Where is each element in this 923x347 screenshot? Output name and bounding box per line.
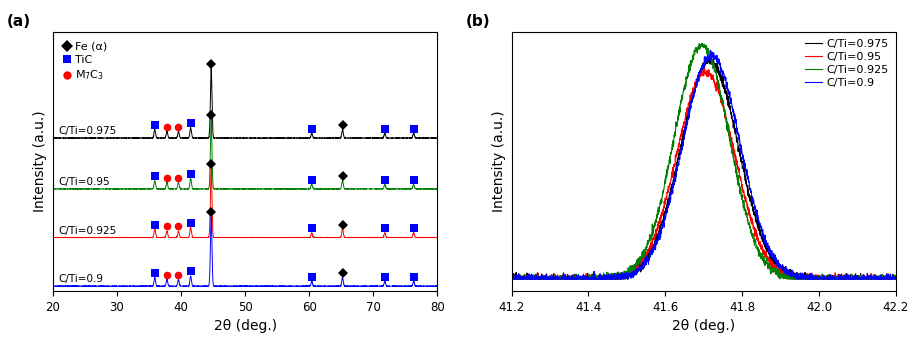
Line: C/Ti=0.95: C/Ti=0.95 bbox=[511, 68, 896, 279]
C/Ti=0.9 bbox=[891, 277, 902, 281]
C/Ti=0.95 bbox=[699, 66, 710, 70]
C/Ti=0.925 bbox=[697, 41, 708, 45]
C/Ti=0.975 bbox=[809, 277, 820, 281]
Y-axis label: Intensity (a.u.): Intensity (a.u.) bbox=[33, 110, 47, 212]
C/Ti=0.925 bbox=[880, 277, 891, 281]
C/Ti=0.9 bbox=[693, 79, 704, 83]
C/Ti=0.925 bbox=[880, 277, 891, 281]
C/Ti=0.975 bbox=[704, 54, 715, 59]
X-axis label: 2θ (deg.): 2θ (deg.) bbox=[213, 319, 277, 333]
C/Ti=0.95 bbox=[809, 277, 821, 281]
C/Ti=0.95 bbox=[693, 79, 704, 83]
C/Ti=0.95 bbox=[880, 277, 891, 281]
C/Ti=0.95 bbox=[506, 275, 517, 279]
C/Ti=0.925 bbox=[809, 277, 821, 281]
C/Ti=0.9 bbox=[880, 277, 891, 281]
C/Ti=0.9 bbox=[809, 277, 820, 281]
C/Ti=0.975 bbox=[891, 277, 902, 281]
C/Ti=0.975 bbox=[683, 110, 694, 114]
C/Ti=0.925 bbox=[526, 277, 537, 281]
C/Ti=0.95 bbox=[880, 274, 891, 278]
C/Ti=0.95 bbox=[526, 277, 537, 281]
C/Ti=0.95 bbox=[683, 101, 694, 105]
Text: C/Ti=0.95: C/Ti=0.95 bbox=[58, 177, 110, 187]
C/Ti=0.925 bbox=[683, 69, 694, 73]
Legend: C/Ti=0.975, C/Ti=0.95, C/Ti=0.925, C/Ti=0.9: C/Ti=0.975, C/Ti=0.95, C/Ti=0.925, C/Ti=… bbox=[803, 37, 891, 90]
C/Ti=0.9 bbox=[705, 48, 716, 52]
C/Ti=0.95 bbox=[507, 277, 518, 281]
Text: C/Ti=0.975: C/Ti=0.975 bbox=[58, 126, 116, 136]
C/Ti=0.975 bbox=[506, 277, 517, 281]
Line: C/Ti=0.9: C/Ti=0.9 bbox=[511, 50, 896, 279]
C/Ti=0.9 bbox=[506, 277, 517, 281]
C/Ti=0.975 bbox=[880, 277, 891, 281]
C/Ti=0.9 bbox=[880, 277, 891, 281]
Text: C/Ti=0.9: C/Ti=0.9 bbox=[58, 274, 103, 284]
Legend: Fe (α), TiC, M$_7$C$_3$: Fe (α), TiC, M$_7$C$_3$ bbox=[63, 40, 109, 85]
Text: (b): (b) bbox=[465, 14, 490, 29]
Text: (a): (a) bbox=[6, 14, 30, 29]
C/Ti=0.9 bbox=[683, 116, 694, 120]
C/Ti=0.975 bbox=[880, 277, 891, 281]
Line: C/Ti=0.925: C/Ti=0.925 bbox=[511, 43, 896, 279]
C/Ti=0.9 bbox=[525, 275, 536, 279]
C/Ti=0.975 bbox=[525, 277, 536, 281]
C/Ti=0.95 bbox=[891, 277, 902, 281]
X-axis label: 2θ (deg.): 2θ (deg.) bbox=[672, 319, 736, 333]
Text: C/Ti=0.925: C/Ti=0.925 bbox=[58, 226, 116, 236]
Line: C/Ti=0.975: C/Ti=0.975 bbox=[511, 57, 896, 279]
C/Ti=0.975 bbox=[693, 76, 704, 80]
Y-axis label: Intensity (a.u.): Intensity (a.u.) bbox=[492, 110, 506, 212]
C/Ti=0.925 bbox=[891, 277, 902, 281]
C/Ti=0.925 bbox=[693, 44, 704, 49]
C/Ti=0.925 bbox=[506, 274, 517, 279]
C/Ti=0.925 bbox=[506, 277, 517, 281]
